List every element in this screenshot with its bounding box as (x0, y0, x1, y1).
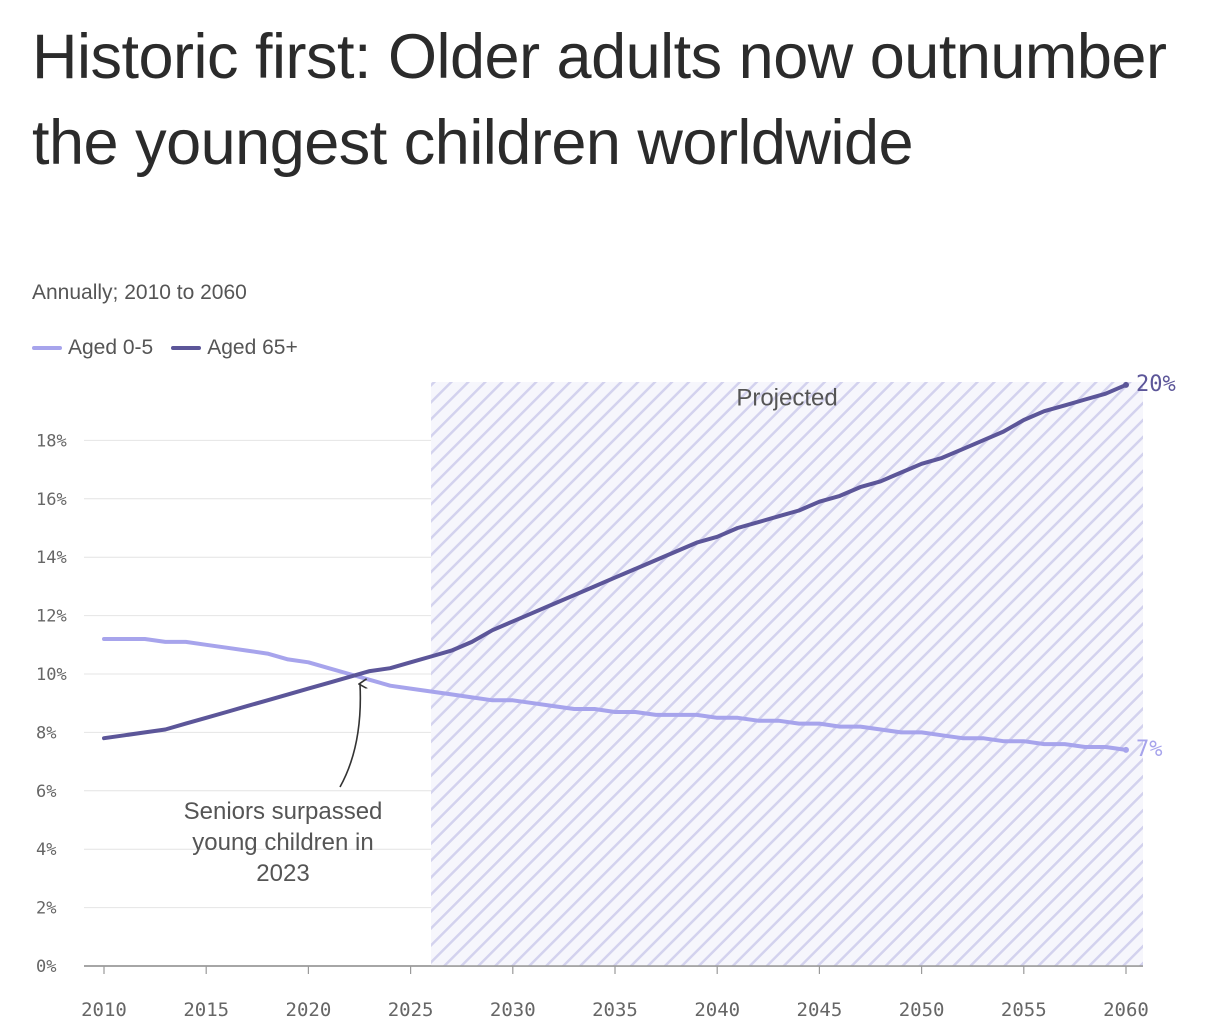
annotation-text-line: young children in (192, 829, 373, 856)
y-tick-label: 4% (36, 840, 56, 860)
annotation: Seniors surpassed young children in 2023 (184, 684, 383, 887)
end-label-aged-0-5: 7% (1136, 737, 1163, 762)
y-tick-label: 8% (36, 723, 56, 743)
legend-label-aged-0-5: Aged 0-5 (68, 336, 154, 359)
x-tick-label: 2010 (81, 999, 127, 1021)
y-tick-label: 10% (36, 665, 67, 685)
x-tick-label: 2040 (694, 999, 740, 1021)
series-endpoint-aged-0-5 (1123, 746, 1129, 753)
x-tick-label: 2050 (899, 999, 945, 1021)
projected-area (431, 382, 1143, 966)
projected-label: Projected (736, 384, 837, 411)
x-tick-label: 2045 (797, 999, 843, 1021)
y-tick-label: 16% (36, 490, 67, 510)
projected-region: Projected (84, 382, 1143, 967)
y-tick-label: 18% (36, 431, 67, 451)
chart-subtitle: Annually; 2010 to 2060 (32, 281, 247, 304)
axes: 0% 2% 4% 6% 8% 10% 12% 14% 16% 18% 2010 2015 2020 202… (36, 431, 1149, 1021)
series-line-aged-65-plus (102, 382, 1128, 741)
annotation-text-line: Seniors surpassed (184, 798, 383, 825)
annotation-text-line: 2023 (256, 860, 309, 887)
x-tick-label: 2055 (1001, 999, 1047, 1021)
chart-title: Historic first: Older adults now outnumb… (32, 22, 1167, 178)
series-lines: 7% 20% (102, 372, 1176, 762)
x-tick-label: 2015 (183, 999, 229, 1021)
legend-swatch-aged-65-plus (171, 346, 202, 350)
x-tick-label: 2030 (490, 999, 536, 1021)
legend-item-aged-0-5: Aged 0-5 (32, 336, 153, 360)
y-tick-label: 2% (36, 899, 56, 919)
series-line-aged-0-5 (102, 637, 1128, 752)
annotation-arrow (339, 684, 360, 788)
x-tick-label: 2025 (388, 999, 434, 1021)
series-endpoint-aged-65-plus (1123, 381, 1129, 388)
x-tick-label: 2035 (592, 999, 638, 1021)
y-tick-label: 6% (36, 782, 56, 802)
x-tick-label: 2060 (1103, 999, 1149, 1021)
y-tick-label: 0% (36, 957, 56, 977)
legend-label-aged-65-plus: Aged 65+ (207, 336, 298, 359)
y-tick-label: 14% (36, 548, 67, 568)
x-tick-label: 2020 (286, 999, 332, 1021)
legend-swatch-aged-0-5 (32, 346, 62, 350)
end-label-aged-65-plus: 20% (1136, 372, 1176, 397)
legend: Aged 0-5 Aged 65+ (32, 336, 316, 360)
y-tick-label: 12% (36, 607, 67, 627)
legend-item-aged-65-plus: Aged 65+ (171, 336, 298, 360)
